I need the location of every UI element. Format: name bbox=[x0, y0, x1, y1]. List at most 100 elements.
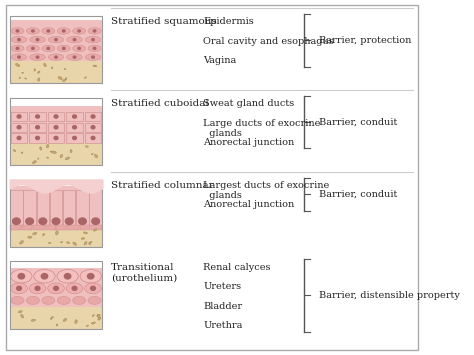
Circle shape bbox=[54, 286, 58, 290]
Ellipse shape bbox=[97, 314, 99, 317]
Ellipse shape bbox=[37, 71, 40, 73]
Ellipse shape bbox=[27, 28, 39, 34]
Ellipse shape bbox=[11, 296, 24, 305]
Circle shape bbox=[17, 126, 21, 129]
FancyBboxPatch shape bbox=[10, 112, 27, 121]
Ellipse shape bbox=[73, 242, 76, 245]
Ellipse shape bbox=[27, 236, 32, 238]
FancyBboxPatch shape bbox=[10, 143, 102, 165]
Ellipse shape bbox=[97, 315, 100, 316]
Ellipse shape bbox=[64, 69, 66, 70]
Circle shape bbox=[18, 39, 20, 41]
FancyBboxPatch shape bbox=[66, 133, 83, 143]
Circle shape bbox=[54, 126, 58, 129]
Ellipse shape bbox=[66, 242, 70, 244]
Circle shape bbox=[88, 274, 94, 279]
Circle shape bbox=[32, 30, 34, 32]
Circle shape bbox=[36, 115, 39, 118]
FancyBboxPatch shape bbox=[47, 112, 64, 121]
Ellipse shape bbox=[19, 77, 20, 78]
Ellipse shape bbox=[34, 269, 55, 283]
Ellipse shape bbox=[48, 54, 64, 60]
Text: Largest ducts of exocrine
  glands: Largest ducts of exocrine glands bbox=[203, 181, 329, 201]
FancyBboxPatch shape bbox=[63, 190, 75, 225]
Ellipse shape bbox=[25, 78, 27, 79]
Circle shape bbox=[63, 47, 65, 49]
Ellipse shape bbox=[31, 319, 36, 321]
Text: Stratified squamous: Stratified squamous bbox=[111, 17, 217, 26]
Ellipse shape bbox=[52, 151, 56, 153]
Circle shape bbox=[39, 218, 46, 224]
Ellipse shape bbox=[58, 76, 62, 80]
FancyBboxPatch shape bbox=[85, 112, 101, 121]
FancyBboxPatch shape bbox=[10, 268, 102, 307]
Circle shape bbox=[18, 56, 20, 58]
Ellipse shape bbox=[16, 64, 20, 66]
Circle shape bbox=[93, 30, 96, 32]
FancyBboxPatch shape bbox=[22, 225, 33, 230]
Circle shape bbox=[54, 115, 58, 118]
Ellipse shape bbox=[37, 78, 40, 81]
Ellipse shape bbox=[48, 36, 64, 43]
Ellipse shape bbox=[30, 54, 46, 60]
Circle shape bbox=[93, 47, 96, 49]
Circle shape bbox=[65, 218, 73, 224]
Ellipse shape bbox=[73, 45, 86, 51]
Ellipse shape bbox=[29, 283, 46, 294]
Circle shape bbox=[73, 136, 76, 140]
Circle shape bbox=[92, 39, 94, 41]
Ellipse shape bbox=[11, 28, 24, 34]
Ellipse shape bbox=[89, 242, 91, 245]
Circle shape bbox=[79, 218, 86, 224]
Ellipse shape bbox=[75, 320, 77, 323]
Ellipse shape bbox=[81, 238, 85, 239]
Ellipse shape bbox=[42, 28, 55, 34]
FancyBboxPatch shape bbox=[91, 225, 102, 230]
Circle shape bbox=[16, 30, 19, 32]
Ellipse shape bbox=[98, 317, 101, 320]
Circle shape bbox=[32, 47, 34, 49]
Circle shape bbox=[91, 136, 95, 140]
Text: Renal calyces: Renal calyces bbox=[203, 263, 271, 272]
Ellipse shape bbox=[83, 232, 88, 234]
FancyBboxPatch shape bbox=[85, 122, 101, 132]
Ellipse shape bbox=[57, 296, 70, 305]
Ellipse shape bbox=[37, 158, 39, 159]
FancyBboxPatch shape bbox=[10, 20, 102, 61]
Ellipse shape bbox=[91, 322, 95, 324]
Text: Anorectal junction: Anorectal junction bbox=[203, 138, 294, 147]
Ellipse shape bbox=[44, 63, 46, 67]
Text: Barrier, protection: Barrier, protection bbox=[319, 36, 411, 45]
Ellipse shape bbox=[48, 242, 51, 244]
Circle shape bbox=[16, 47, 19, 49]
FancyBboxPatch shape bbox=[45, 225, 55, 230]
Ellipse shape bbox=[63, 318, 67, 322]
FancyBboxPatch shape bbox=[85, 133, 101, 143]
Text: Stratified cuboidal: Stratified cuboidal bbox=[111, 99, 209, 108]
Ellipse shape bbox=[43, 233, 45, 236]
Circle shape bbox=[35, 286, 40, 290]
Text: Oral cavity and esophagus: Oral cavity and esophagus bbox=[203, 37, 334, 45]
FancyBboxPatch shape bbox=[56, 225, 67, 230]
Text: Sweat gland ducts: Sweat gland ducts bbox=[203, 99, 294, 108]
Circle shape bbox=[73, 56, 76, 58]
Ellipse shape bbox=[22, 72, 24, 73]
Ellipse shape bbox=[42, 296, 55, 305]
Circle shape bbox=[55, 56, 57, 58]
Circle shape bbox=[54, 136, 58, 140]
Text: Barrier, distensible property: Barrier, distensible property bbox=[319, 291, 460, 300]
Ellipse shape bbox=[85, 146, 88, 147]
Circle shape bbox=[17, 286, 21, 290]
Circle shape bbox=[36, 136, 39, 140]
Ellipse shape bbox=[80, 269, 101, 283]
Text: Epidermis: Epidermis bbox=[203, 17, 254, 26]
Circle shape bbox=[91, 126, 95, 129]
Ellipse shape bbox=[52, 67, 53, 69]
Ellipse shape bbox=[48, 283, 64, 294]
Text: Barrier, conduit: Barrier, conduit bbox=[319, 118, 397, 126]
FancyBboxPatch shape bbox=[90, 190, 102, 225]
Ellipse shape bbox=[50, 151, 52, 152]
Circle shape bbox=[64, 274, 71, 279]
FancyBboxPatch shape bbox=[29, 133, 46, 143]
Circle shape bbox=[73, 39, 76, 41]
